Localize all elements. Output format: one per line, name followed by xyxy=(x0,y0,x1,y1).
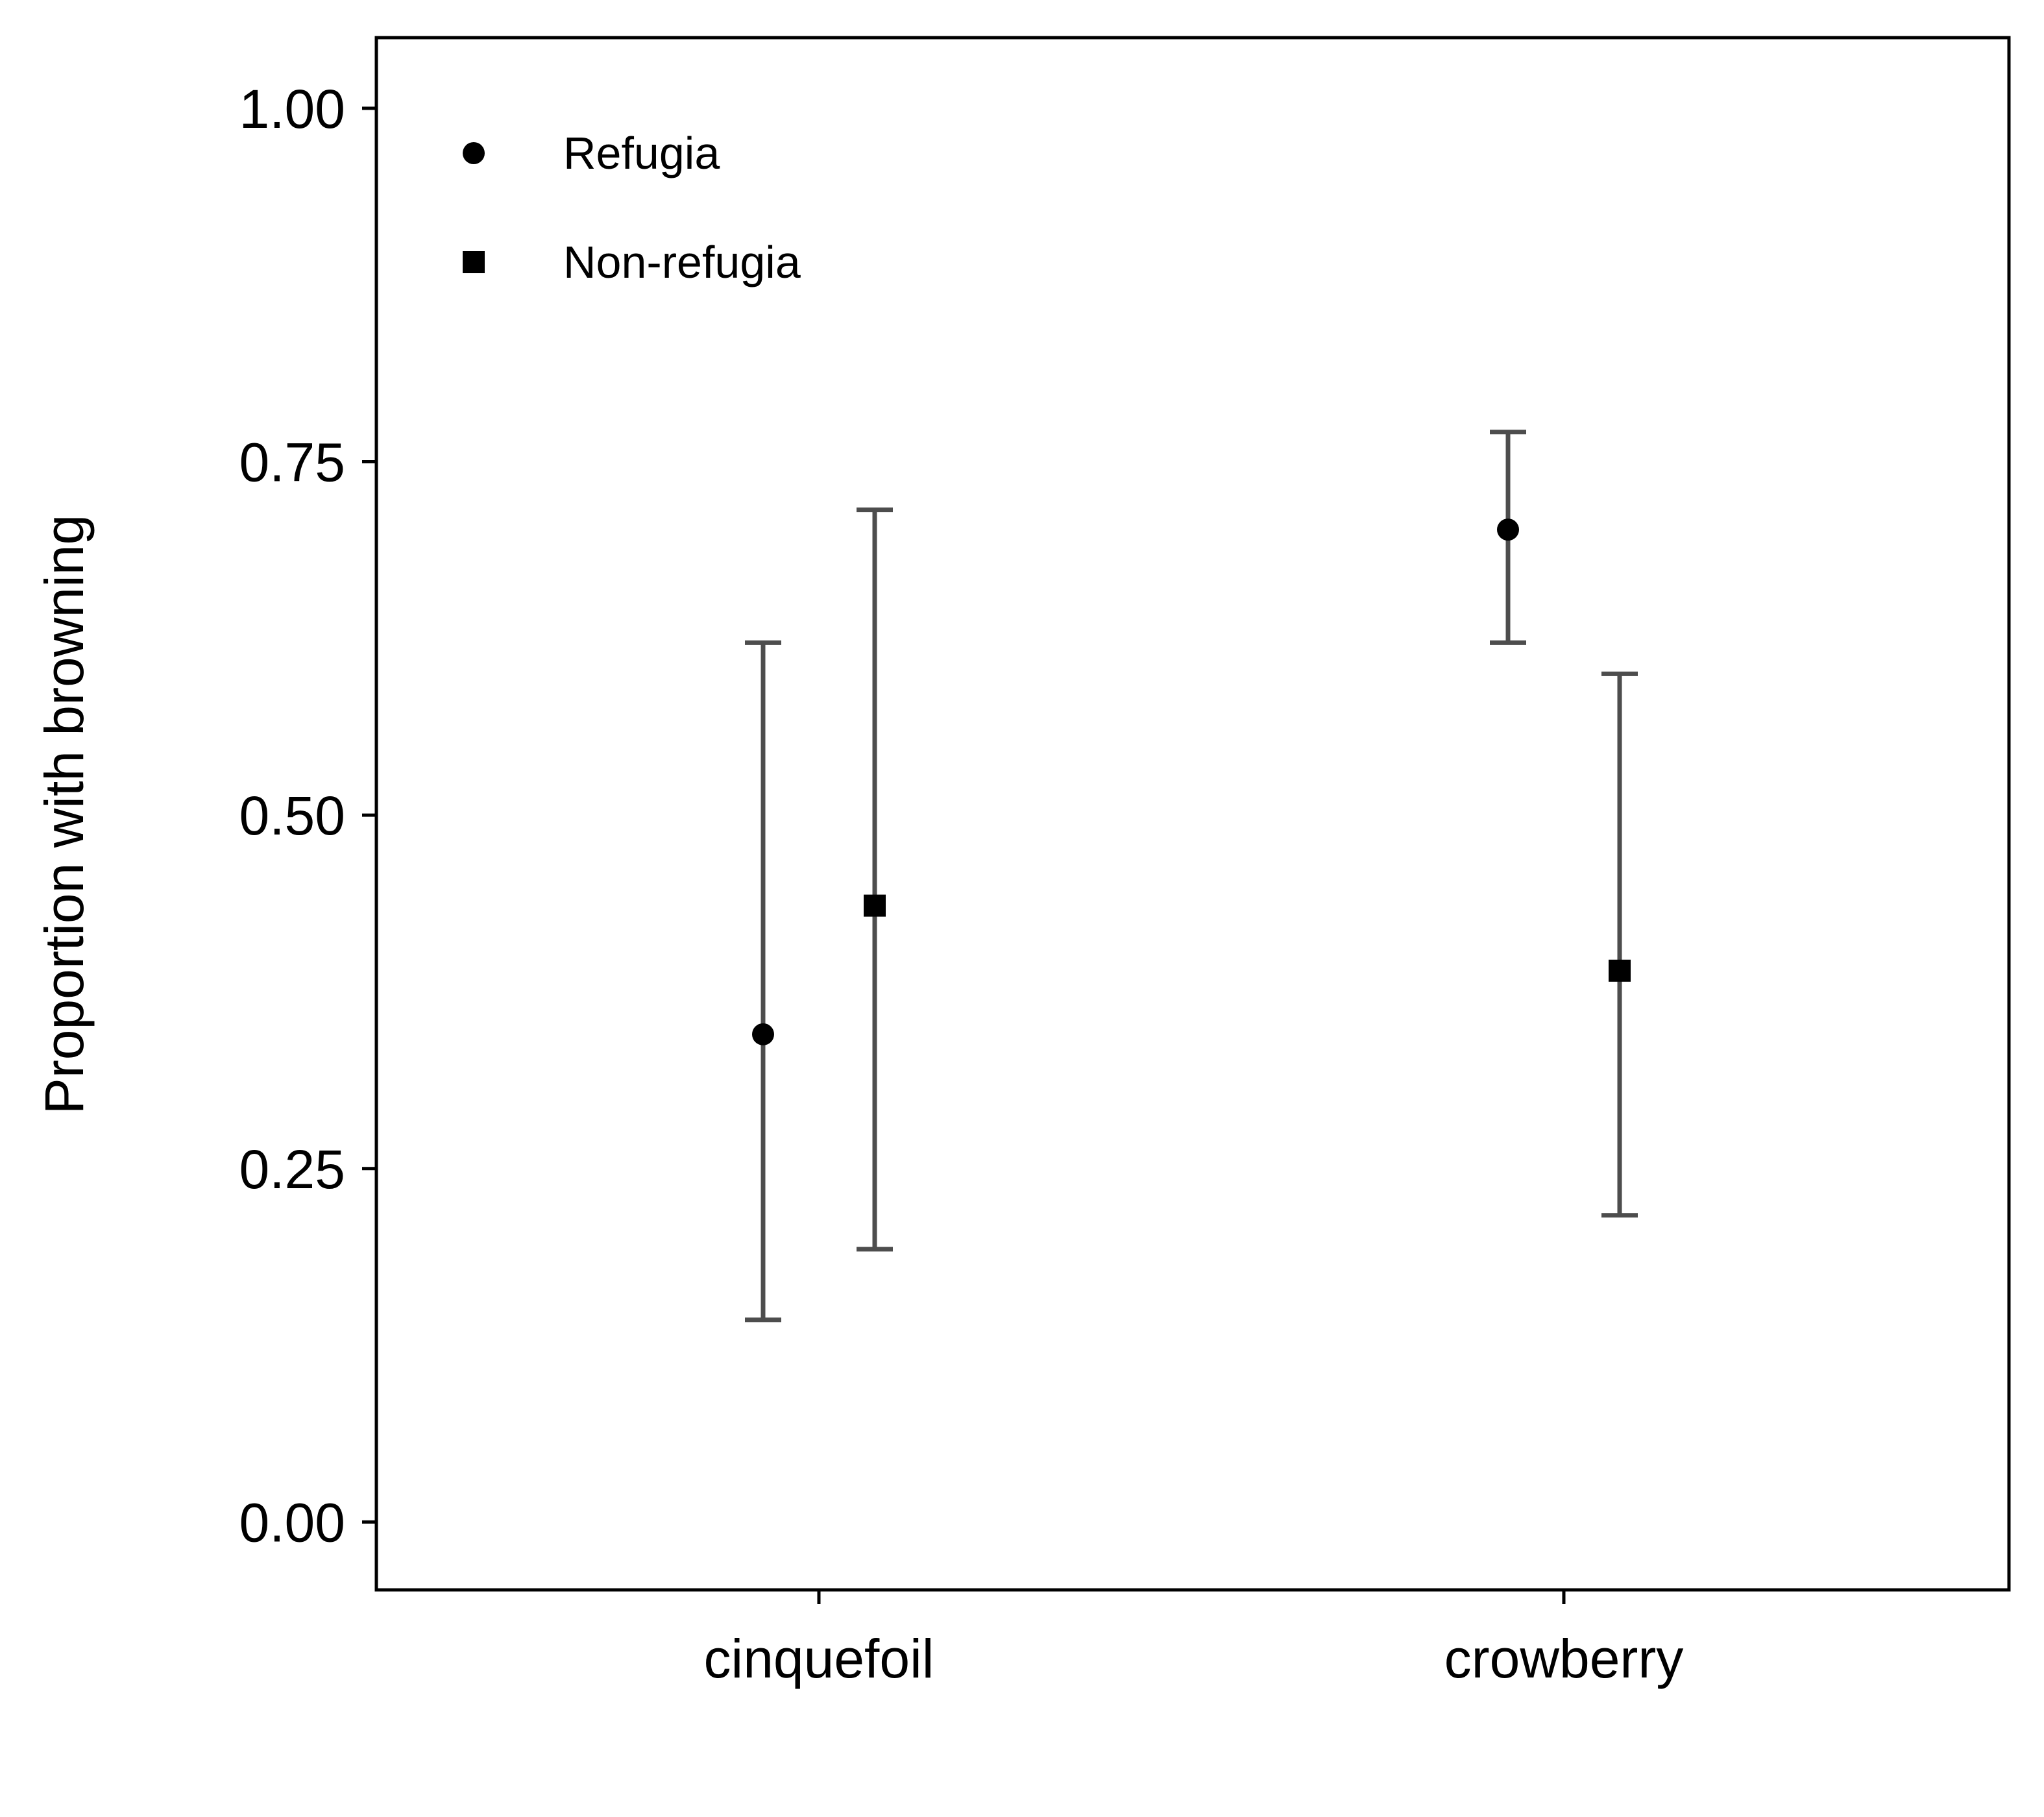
x-tick-label-crowberry: crowberry xyxy=(1444,1628,1684,1689)
y-tick-label-0: 0.00 xyxy=(239,1492,346,1553)
point-non-refugia-crowberry xyxy=(1609,959,1631,982)
legend-label-non-refugia: Non-refugia xyxy=(563,237,801,287)
errorbar-refugia-cinquefoil xyxy=(745,640,781,1323)
legend-label-refugia: Refugia xyxy=(563,128,720,178)
errorbar-non-refugia-crowberry xyxy=(1601,671,1638,1218)
plot-border xyxy=(374,36,2011,1592)
plot-layer xyxy=(745,430,1638,1323)
axis-layer: 0.00 0.25 0.50 0.75 1.00 cinquefoil crowberry xyxy=(239,36,2011,1689)
legend-key-non-refugia xyxy=(463,251,485,273)
y-axis-title: Proportion with browning xyxy=(34,515,95,1115)
legend-key-refugia xyxy=(463,142,485,164)
x-tick-label-cinquefoil: cinquefoil xyxy=(704,1628,934,1689)
y-tick-label-4: 1.00 xyxy=(239,79,346,140)
y-tick-label-3: 0.75 xyxy=(239,432,346,493)
y-tick-label-2: 0.50 xyxy=(239,785,346,846)
point-refugia-crowberry xyxy=(1497,518,1519,541)
legend: Refugia Non-refugia xyxy=(463,128,801,287)
errorbar-non-refugia-cinquefoil xyxy=(857,507,893,1252)
point-refugia-cinquefoil xyxy=(752,1023,774,1045)
point-non-refugia-cinquefoil xyxy=(864,894,886,917)
y-tick-label-1: 0.25 xyxy=(239,1139,346,1200)
